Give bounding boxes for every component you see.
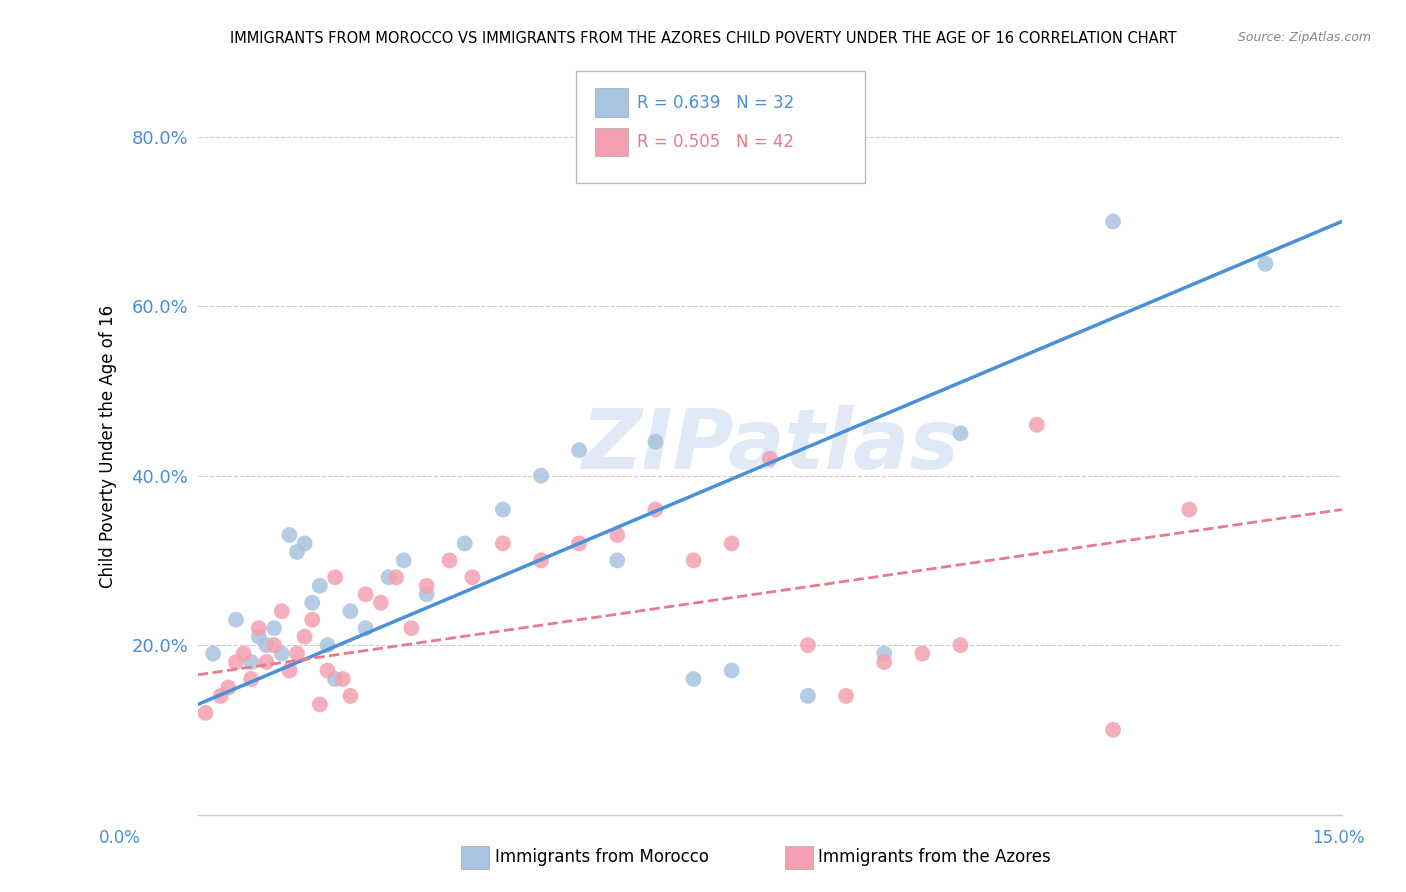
Point [225,655,247,669]
Point [377,570,399,584]
Point [285,545,308,559]
Point [209,689,232,703]
Point [492,502,515,516]
Point [949,426,972,441]
Point [492,536,515,550]
Point [309,579,332,593]
Point [240,672,263,686]
Point [217,681,239,695]
Y-axis label: Child Poverty Under the Age of 16: Child Poverty Under the Age of 16 [100,304,117,588]
Point [1254,257,1277,271]
Point [323,570,346,584]
Point [278,664,301,678]
Point [240,655,263,669]
Point [225,613,247,627]
Point [301,613,323,627]
Point [606,553,628,567]
Point [278,528,301,542]
Text: 15.0%: 15.0% [1312,829,1365,847]
Point [454,536,477,550]
Point [835,689,858,703]
Point [385,570,408,584]
Point [682,553,704,567]
Point [232,647,254,661]
Text: Immigrants from Morocco: Immigrants from Morocco [495,848,709,866]
Point [644,502,666,516]
Text: Source: ZipAtlas.com: Source: ZipAtlas.com [1237,31,1371,45]
Point [316,664,339,678]
Point [439,553,461,567]
Point [247,621,270,635]
Point [401,621,423,635]
Text: 0.0%: 0.0% [98,829,141,847]
Point [354,587,377,601]
Point [911,647,934,661]
Point [759,451,782,466]
Point [202,647,225,661]
Point [247,630,270,644]
Point [370,596,392,610]
Text: IMMIGRANTS FROM MOROCCO VS IMMIGRANTS FROM THE AZORES CHILD POVERTY UNDER THE AG: IMMIGRANTS FROM MOROCCO VS IMMIGRANTS FR… [229,31,1177,46]
Point [568,443,591,458]
Point [294,630,316,644]
Point [285,647,308,661]
Point [256,655,278,669]
Point [644,434,666,449]
Point [301,596,323,610]
Point [568,536,591,550]
Point [415,579,437,593]
Point [316,638,339,652]
Point [194,706,217,720]
Point [606,528,628,542]
Point [797,638,820,652]
Text: R = 0.639   N = 32: R = 0.639 N = 32 [637,94,794,112]
Point [309,698,332,712]
Point [339,604,361,618]
Point [339,689,361,703]
Text: R = 0.505   N = 42: R = 0.505 N = 42 [637,133,794,151]
Point [949,638,972,652]
Point [392,553,415,567]
Point [797,689,820,703]
Point [461,570,484,584]
Point [1178,502,1201,516]
Point [270,647,292,661]
Point [256,638,278,652]
Point [323,672,346,686]
Point [263,638,285,652]
Point [530,468,553,483]
Point [682,672,704,686]
Point [1102,214,1125,228]
Point [720,664,742,678]
Point [530,553,553,567]
Text: ZIPatlas: ZIPatlas [581,406,959,486]
Point [294,536,316,550]
Point [873,647,896,661]
Point [720,536,742,550]
Point [332,672,354,686]
Point [354,621,377,635]
Text: Immigrants from the Azores: Immigrants from the Azores [818,848,1052,866]
Point [1102,723,1125,737]
Point [270,604,292,618]
Point [873,655,896,669]
Point [263,621,285,635]
Point [415,587,437,601]
Point [1025,417,1047,432]
